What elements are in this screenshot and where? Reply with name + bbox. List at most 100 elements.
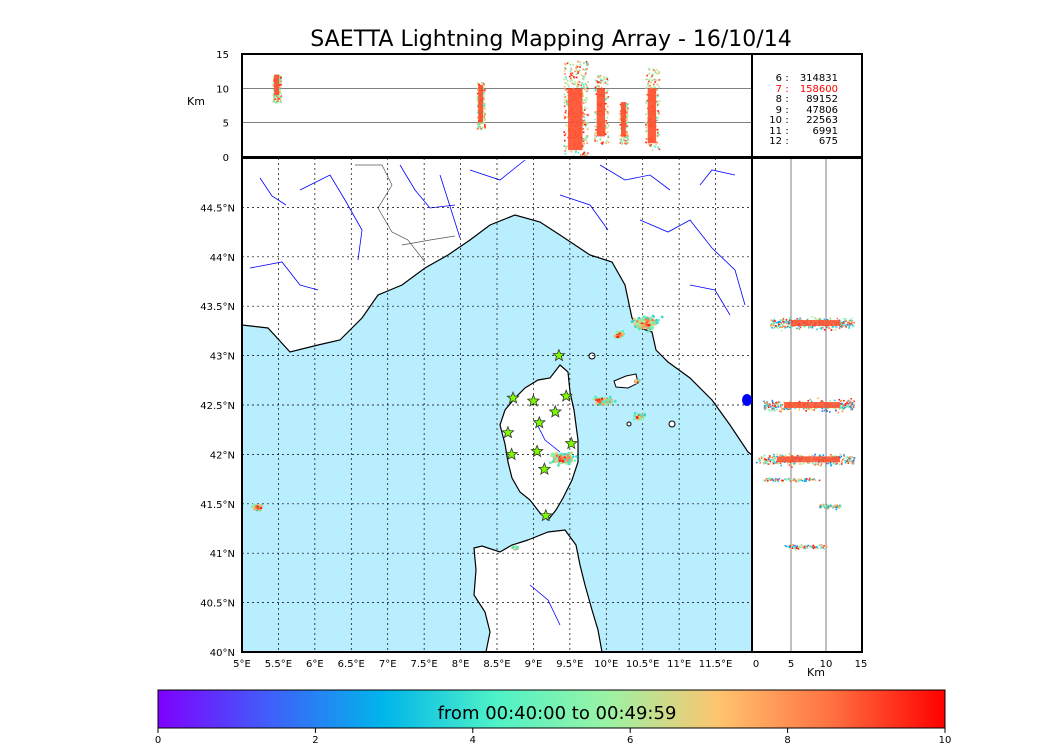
map-x-tick-label: 9°E	[525, 659, 543, 670]
map-x-tick-label: 9.5°E	[556, 659, 583, 670]
map-y-tick-label: 43.5°N	[200, 302, 235, 313]
map-y-tick-label: 44°N	[210, 253, 235, 264]
colorbar-tick-label: 4	[470, 735, 476, 746]
time-panel-y-label: Km	[187, 95, 205, 108]
station-count-row: 8: 89152	[760, 94, 846, 106]
lma-station-star	[504, 447, 519, 461]
colorbar-tick-label: 8	[784, 735, 790, 746]
lma-station-star	[537, 462, 552, 476]
station-number: 11	[769, 125, 782, 137]
time-height-panel: 0 5 10 15 Km	[187, 50, 863, 164]
station-count-row: 7:158600	[760, 83, 846, 96]
lma-station-star	[559, 388, 573, 402]
station-count-row: 11: 6991	[760, 125, 846, 138]
station-number: 12	[769, 136, 782, 147]
side-x-tick-label: 10	[820, 659, 833, 670]
map-x-tick-label: 6.5°E	[338, 659, 365, 670]
source-count: 47806	[806, 104, 838, 116]
colorbar-tick-label: 6	[627, 735, 633, 746]
corsica-island	[499, 364, 579, 521]
station-count-row: 9: 47806	[760, 104, 846, 117]
separator: :	[785, 104, 789, 116]
colorbar-label: from 00:40:00 to 00:49:59	[438, 703, 677, 724]
map-x-tick-label: 6°E	[306, 659, 324, 670]
time-y-tick-label: 15	[216, 50, 229, 61]
lightning-cluster	[511, 545, 520, 551]
lma-station-star	[526, 393, 541, 407]
time-height-column	[619, 102, 629, 145]
separator: :	[785, 136, 789, 147]
time-height-column	[593, 75, 610, 145]
lma-station-star	[501, 425, 515, 439]
separator: :	[785, 73, 789, 84]
map-y-tick-label: 41°N	[210, 549, 235, 560]
source-count: 675	[818, 136, 838, 147]
altitude-band	[770, 316, 855, 332]
separator: :	[785, 83, 789, 95]
time-height-column	[272, 74, 283, 104]
lma-station-star	[530, 444, 544, 458]
source-count: 314831	[799, 73, 838, 84]
map-y-tick-label: 42.5°N	[200, 401, 235, 412]
map-y-tick-label: 40.5°N	[200, 599, 235, 610]
chart-title: SAETTA Lightning Mapping Array - 16/10/1…	[310, 27, 791, 52]
time-height-column	[644, 67, 661, 151]
map-x-tick-label: 10°E	[594, 659, 618, 670]
map-x-tick-label: 7.5°E	[411, 659, 438, 670]
station-number: 7	[775, 83, 782, 95]
lma-station-star	[564, 436, 579, 450]
side-x-tick-label: 0	[753, 659, 759, 670]
separator: :	[785, 94, 789, 105]
lightning-cluster	[630, 314, 664, 333]
colorbar-tick-label: 2	[312, 735, 318, 746]
colorbar-tick-label: 10	[939, 735, 952, 746]
source-count: 6991	[812, 125, 838, 137]
rivers	[249, 159, 746, 626]
borders	[355, 164, 456, 263]
lightning-cluster	[251, 503, 263, 512]
lma-station-star	[539, 508, 553, 522]
lma-station-star	[532, 415, 547, 429]
altitude-band	[756, 453, 856, 468]
station-number: 10	[769, 115, 782, 126]
lma-station-star	[552, 348, 566, 362]
map-y-tick-label: 42°N	[210, 450, 235, 461]
time-height-column	[563, 60, 589, 157]
sardinia-island	[473, 529, 603, 652]
source-count: 158600	[799, 83, 838, 95]
separator: :	[785, 125, 789, 137]
station-number: 6	[775, 73, 782, 84]
colorbar-gradient	[157, 689, 946, 729]
station-number: 9	[775, 104, 782, 116]
source-count: 89152	[806, 94, 838, 105]
lightning-cluster	[633, 378, 641, 384]
map-x-tick-label: 11.5°E	[699, 659, 733, 670]
map-x-tick-label: 11°E	[667, 659, 691, 670]
source-count: 22563	[806, 115, 838, 126]
time-y-tick-label: 0	[223, 153, 229, 164]
time-y-tick-label: 10	[216, 84, 229, 95]
blue-marker	[742, 394, 752, 406]
side-x-tick-label: 5	[788, 659, 794, 670]
station-count-legend: 6:314831 7:158600 8:89152 9:47806 10:22563 11…	[760, 73, 846, 148]
altitude-band	[763, 397, 855, 414]
lightning-cluster	[632, 412, 647, 421]
altitude-band	[784, 543, 828, 551]
side-x-tick-label: 15	[855, 659, 868, 670]
station-count-row: 6:314831	[760, 73, 846, 85]
map-panel: 5°E 5.5°E 6°E 6.5°E 7°E 7.5°E 8°E 8.5°E 9°E 9.5°E…	[200, 157, 753, 670]
map-x-tick-label: 8.5°E	[483, 659, 510, 670]
time-y-tick-label: 5	[223, 119, 229, 130]
separator: :	[785, 115, 789, 126]
altitude-latitude-panel: 0 5 10 15 Km	[742, 157, 868, 679]
altitude-band	[763, 477, 821, 483]
map-x-tick-label: 7°E	[379, 659, 397, 670]
station-count-row: 12: 675	[760, 136, 846, 148]
lma-station-star	[506, 391, 520, 404]
side-panel-x-label: Km	[807, 666, 825, 679]
colorbar: from 00:40:00 to 00:49:59 0 2 4 6 8 10	[155, 689, 952, 746]
lightning-cluster	[549, 451, 578, 467]
map-y-tick-label: 40°N	[210, 648, 235, 659]
lma-station-star	[548, 404, 563, 418]
